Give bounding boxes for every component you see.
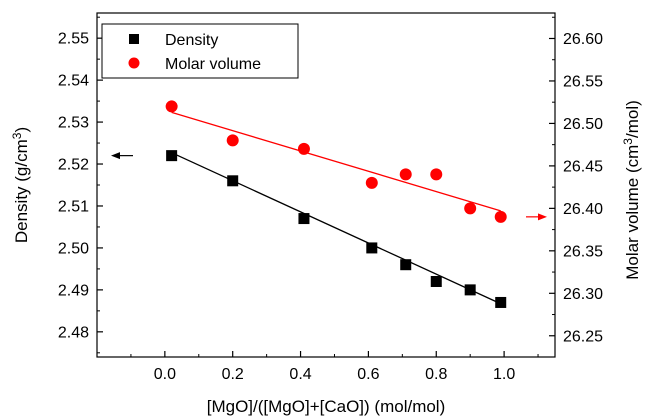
density-fit-line (171, 152, 501, 305)
molar-volume-fit-line (171, 111, 501, 212)
x-tick-label: 0.8 (425, 366, 447, 383)
y-right-tick-label: 26.45 (563, 158, 603, 175)
y-right-label-post: /mol) (623, 100, 642, 138)
y-left-tick-label: 2.53 (58, 115, 89, 132)
density-point (464, 284, 476, 296)
x-tick-label: 0.2 (222, 366, 244, 383)
density-point (298, 213, 310, 225)
fit-lines (171, 111, 501, 305)
molar-volume-point (365, 176, 378, 189)
x-tick-label: 0.0 (154, 366, 176, 383)
y-left-tick-label: 2.54 (58, 73, 89, 90)
axis-arrows (111, 152, 547, 221)
y-right-tick-label: 26.60 (563, 31, 603, 48)
molar-volume-point (494, 210, 507, 223)
y-left-tick-label: 2.50 (58, 240, 89, 257)
legend-box (101, 23, 299, 79)
y-right-label-sup: 3 (621, 138, 635, 145)
density-point (430, 275, 442, 287)
tick-labels: 0.0 0.2 0.4 0.6 0.8 1.0 2.48 2.49 2.50 2.51 2.52 2.… (58, 31, 603, 383)
plot-frame (96, 12, 556, 358)
y-axis-right-label: Molar volume (cm3/mol) (621, 100, 642, 280)
y-right-tick-label: 26.25 (563, 328, 603, 345)
legend-molar-volume-marker (128, 57, 140, 69)
density-point (166, 150, 178, 162)
density-point (495, 296, 507, 308)
molar-volume-point (165, 100, 178, 113)
data-points (165, 100, 507, 308)
legend-molar-volume-label: Molar volume (165, 56, 261, 73)
molar-volume-point (226, 134, 239, 147)
molar-volume-point (430, 168, 443, 181)
density-point (366, 242, 378, 254)
y-right-tick-label: 26.30 (563, 286, 603, 303)
y-axis-left-label: Density (g/cm3) (10, 127, 31, 243)
y-left-tick-label: 2.48 (58, 324, 89, 341)
y-right-tick-label: 26.35 (563, 243, 603, 260)
y-left-tick-label: 2.55 (58, 31, 89, 48)
x-tick-label: 0.6 (357, 366, 379, 383)
y-left-label-post: ) (12, 127, 31, 133)
left-axis-arrow-head (111, 152, 120, 160)
x-tick-label: 1.0 (493, 366, 515, 383)
legend-density-label: Density (165, 32, 218, 49)
molar-volume-point (464, 202, 477, 215)
legend: Density Molar volume (101, 23, 299, 79)
x-tick-label: 0.4 (289, 366, 311, 383)
density-point (400, 259, 412, 271)
y-left-label-pre: Density (g/cm (12, 139, 31, 243)
y-left-tick-label: 2.49 (58, 282, 89, 299)
y-left-tick-label: 2.52 (58, 157, 89, 174)
molar-volume-point (399, 168, 412, 181)
right-axis-arrow-head (538, 213, 547, 221)
y-left-label-sup: 3 (10, 132, 24, 139)
legend-density-marker (129, 34, 139, 44)
y-right-tick-label: 26.55 (563, 73, 603, 90)
y-right-tick-label: 26.40 (563, 201, 603, 218)
y-right-tick-label: 26.50 (563, 116, 603, 133)
molar-volume-point (297, 142, 310, 155)
density-point (227, 175, 239, 187)
y-left-tick-label: 2.51 (58, 198, 89, 215)
y-right-label-pre: Molar volume (cm (623, 145, 642, 280)
x-axis-label: [MgO]/([MgO]+[CaO]) (mol/mol) (207, 397, 446, 416)
